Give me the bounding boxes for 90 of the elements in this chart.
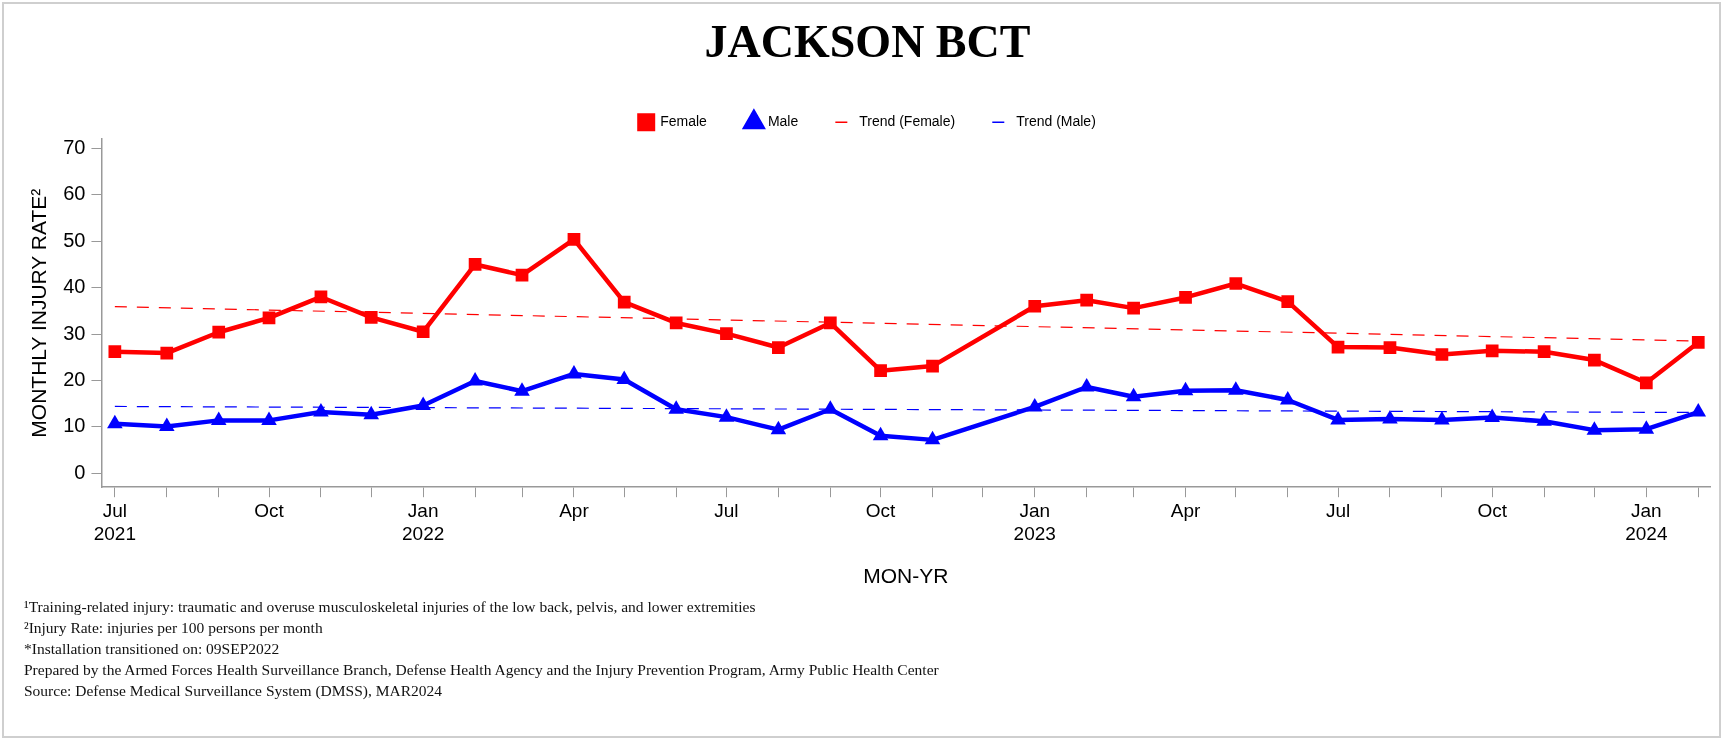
point bbox=[669, 316, 683, 330]
text: ¹Training-related injury: traumatic and overuse musculoskeletal injuries of the low back, pelvis, and lower extremities bbox=[24, 597, 757, 617]
point bbox=[823, 316, 837, 330]
point bbox=[1125, 387, 1142, 402]
point bbox=[262, 311, 276, 325]
point bbox=[1586, 421, 1603, 435]
point bbox=[1537, 345, 1551, 359]
legend-label: Female bbox=[660, 113, 708, 130]
point bbox=[1279, 390, 1296, 405]
point bbox=[1177, 381, 1194, 396]
point bbox=[515, 268, 529, 282]
point bbox=[720, 327, 733, 340]
x-tick-label: Oct bbox=[254, 499, 285, 521]
point bbox=[874, 364, 887, 378]
y-tick-label: 40 bbox=[63, 275, 86, 298]
point bbox=[1485, 344, 1499, 358]
point bbox=[108, 345, 122, 359]
point bbox=[617, 295, 631, 309]
point bbox=[160, 346, 174, 360]
point bbox=[416, 325, 430, 339]
point bbox=[718, 408, 735, 422]
chart-title: JACKSON BCT bbox=[704, 16, 1031, 68]
x-tick-label: Jan 2023 bbox=[1013, 499, 1056, 544]
point bbox=[468, 258, 482, 271]
x-tick-label: Jul bbox=[1325, 499, 1351, 521]
point bbox=[616, 370, 633, 385]
y-tick-label: 70 bbox=[63, 136, 86, 158]
point bbox=[1484, 408, 1500, 423]
x-tick-label: Oct bbox=[865, 499, 897, 521]
point bbox=[872, 426, 889, 441]
point bbox=[1026, 397, 1043, 412]
y-tick-label: 30 bbox=[63, 321, 86, 344]
point bbox=[1382, 409, 1398, 424]
point bbox=[567, 233, 581, 246]
point bbox=[313, 403, 329, 417]
text: *Installation transitioned on: 09SEP2022 bbox=[24, 639, 281, 659]
y-tick-label: 60 bbox=[63, 182, 86, 205]
y-tick-label: 10 bbox=[63, 414, 86, 437]
y-tick-label: 0 bbox=[74, 460, 86, 483]
y-axis-title: MONTHLY INJURY RATE² bbox=[27, 188, 51, 438]
x-tick-label: Oct bbox=[1477, 499, 1508, 521]
point bbox=[364, 311, 378, 324]
point bbox=[210, 411, 227, 425]
legend-label: Male bbox=[767, 113, 799, 130]
point bbox=[1434, 410, 1450, 425]
point bbox=[924, 430, 941, 445]
point bbox=[1127, 301, 1140, 315]
legend-label: Trend (Male) bbox=[1016, 113, 1096, 130]
x-tick-label: Jul 2021 bbox=[93, 499, 136, 544]
point bbox=[261, 411, 277, 425]
point bbox=[1536, 412, 1552, 426]
point bbox=[1330, 410, 1346, 425]
point bbox=[514, 382, 530, 396]
point bbox=[1435, 348, 1449, 361]
point bbox=[1080, 293, 1094, 307]
point bbox=[159, 417, 175, 431]
x-tick-label: Apr bbox=[1170, 499, 1201, 521]
point bbox=[770, 420, 787, 435]
point bbox=[363, 405, 380, 420]
point bbox=[1588, 353, 1601, 367]
x-tick-label: Jul bbox=[714, 499, 739, 521]
point bbox=[1638, 420, 1655, 434]
point bbox=[107, 414, 123, 429]
point bbox=[926, 359, 939, 373]
point bbox=[1028, 299, 1042, 313]
x-tick-label: Jan 2022 bbox=[402, 499, 445, 544]
y-tick-label: 50 bbox=[63, 228, 86, 251]
point bbox=[566, 364, 582, 379]
legend-label: Trend (Female) bbox=[859, 113, 956, 130]
text: ²Injury Rate: injuries per 100 persons per month bbox=[24, 618, 324, 638]
source-note: Source: Defense Medical Surveillance System (DMSS), MAR2024 bbox=[24, 681, 443, 701]
point bbox=[1281, 295, 1295, 308]
point bbox=[212, 325, 226, 339]
x-tick-label: Apr bbox=[559, 499, 590, 521]
text: Prepared by the Armed Forces Health Surveillance Branch, Defense Health Agency and the Injury Prevention Program, Army Public Health Center bbox=[24, 660, 939, 680]
x-axis-title: MON-YR bbox=[863, 564, 949, 588]
point bbox=[1229, 277, 1243, 290]
point bbox=[1078, 377, 1095, 392]
point bbox=[1228, 381, 1244, 395]
point bbox=[415, 396, 431, 411]
point bbox=[1639, 376, 1653, 390]
point bbox=[1179, 291, 1192, 304]
point bbox=[467, 371, 483, 386]
x-tick-label: Jan 2024 bbox=[1625, 499, 1668, 544]
point bbox=[1691, 336, 1705, 349]
point bbox=[1690, 403, 1707, 417]
point bbox=[772, 341, 785, 354]
y-tick-label: 20 bbox=[63, 368, 86, 390]
point bbox=[668, 400, 684, 414]
point bbox=[1383, 341, 1397, 354]
